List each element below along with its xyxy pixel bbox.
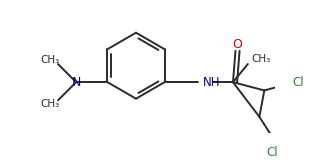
Text: N: N (71, 76, 81, 89)
Text: CH₃: CH₃ (40, 99, 59, 109)
Text: CH₃: CH₃ (40, 55, 59, 65)
Text: Cl: Cl (292, 76, 304, 89)
Text: CH₃: CH₃ (251, 54, 270, 64)
Text: Cl: Cl (267, 147, 278, 160)
Text: O: O (232, 38, 242, 51)
Text: NH: NH (203, 76, 221, 89)
